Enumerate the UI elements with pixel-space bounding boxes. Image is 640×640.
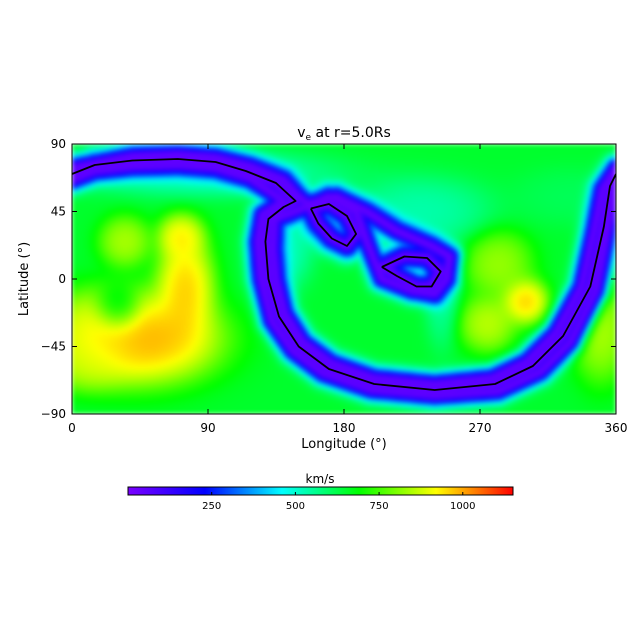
x-tick-label: 180 [333, 421, 356, 435]
colorbar [127, 486, 514, 496]
x-tick-label: 0 [68, 421, 76, 435]
neutral-line-contour [309, 203, 357, 247]
neutral-line-contours [72, 158, 616, 391]
x-tick-label: 90 [200, 421, 215, 435]
chart-title-subscript: e [306, 133, 312, 143]
x-tick-label: 270 [469, 421, 492, 435]
colorbar-ticks: 250 500 750 1000 [202, 492, 476, 512]
x-tick-label: 360 [605, 421, 628, 435]
x-axis-label: Longitude (°) [301, 437, 386, 452]
colorbar-tick-label: 750 [370, 501, 389, 512]
neutral-line-contour [72, 158, 616, 391]
y-tick-label: −45 [41, 340, 66, 354]
colorbar-label: km/s [306, 472, 335, 486]
colorbar-tick-label: 1000 [450, 501, 475, 512]
chart-title-suffix: at r=5.0Rs [311, 125, 391, 141]
chart-title: ve at r=5.0Rs [297, 125, 391, 143]
y-axis-label: Latitude (°) [17, 242, 32, 316]
colorbar-tick-label: 250 [202, 501, 221, 512]
y-axis-ticks: 90 45 0 −45 −90 [41, 137, 616, 421]
y-tick-label: −90 [41, 407, 66, 421]
y-tick-label: 90 [51, 137, 66, 151]
y-tick-label: 45 [51, 205, 66, 219]
heatmap-area [72, 144, 616, 414]
neutral-line-contour [381, 255, 442, 288]
colorbar-tick-label: 500 [286, 501, 305, 512]
y-tick-label: 0 [58, 272, 66, 286]
x-axis-ticks: 0 90 180 270 360 [68, 144, 627, 435]
chart-title-main: v [297, 125, 305, 141]
